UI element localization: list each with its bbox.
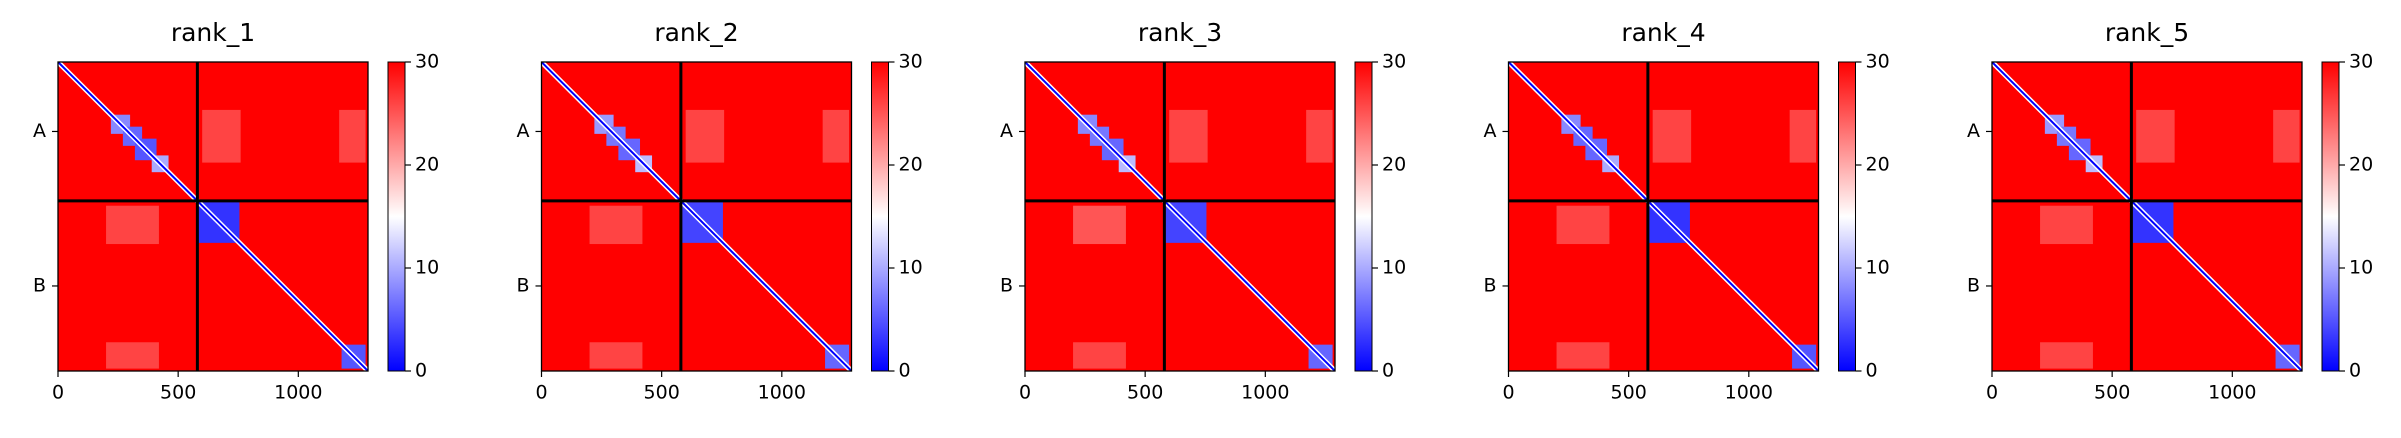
axes-frame (540, 61, 853, 372)
x-tick-label: 1000 (1725, 382, 1773, 404)
colorbar (1354, 61, 1373, 372)
heatmap-region (1073, 342, 1126, 369)
heatmap-region (106, 205, 159, 245)
colorbar-tick-label: 20 (1382, 154, 1406, 176)
colorbar-tick-label: 0 (1382, 360, 1394, 382)
y-tick-label: A (517, 120, 530, 142)
axes-frame (1991, 61, 2303, 372)
colorbar-tick-label: 20 (415, 154, 439, 176)
x-tick-label: 500 (644, 382, 680, 404)
x-tick-label: 1000 (758, 382, 806, 404)
heatmap-region (106, 342, 159, 369)
panel-title: rank_5 (2105, 18, 2189, 47)
x-tick-label: 0 (1502, 382, 1514, 404)
panel: rank_1 0 500 1000 A B 0 10 20 30 (33, 18, 439, 404)
heatmap-region (1306, 109, 1333, 163)
heatmap-region (2040, 205, 2093, 245)
y-tick-label: A (1484, 120, 1497, 142)
axes-frame (1024, 61, 1336, 372)
colorbar-tick-label: 10 (1866, 257, 1890, 279)
x-tick-label: 0 (535, 382, 547, 404)
diagonal (58, 62, 368, 371)
colorbar-tick-label: 0 (2349, 360, 2361, 382)
panel: rank_5 0 500 1000 A B 0 10 20 30 (1967, 18, 2373, 404)
panel: rank_2 0 500 1000 A B 0 10 20 30 (516, 18, 922, 404)
y-tick-label: B (1483, 274, 1496, 296)
heatmap-region (339, 109, 366, 163)
diagonal (541, 62, 852, 371)
colorbar-tick-label: 30 (1866, 51, 1890, 73)
colorbar-tick-label: 30 (415, 51, 439, 73)
heatmap (1508, 62, 1819, 371)
panel-title: rank_1 (171, 18, 255, 47)
x-tick-label: 0 (1986, 382, 1998, 404)
x-tick-label: 0 (52, 382, 64, 404)
x-tick-label: 1000 (274, 382, 322, 404)
colorbar-tick-label: 0 (899, 360, 911, 382)
colorbar (1838, 61, 1856, 372)
diagonal (1025, 62, 1335, 371)
y-tick-label: B (1967, 274, 1980, 296)
heatmap-region (1169, 109, 1208, 163)
panel: rank_3 0 500 1000 A B 0 10 20 30 (1000, 18, 1406, 404)
x-tick-label: 500 (160, 382, 196, 404)
heatmap-region (2273, 109, 2300, 163)
heatmap-region (202, 109, 241, 163)
x-tick-label: 1000 (1241, 382, 1289, 404)
y-tick-label: A (1967, 120, 1980, 142)
heatmap-region (1652, 109, 1692, 163)
axes-frame (57, 61, 369, 372)
heatmap-region (1556, 342, 1610, 369)
heatmap-region (2136, 109, 2175, 163)
heatmap-region (685, 109, 725, 163)
diagonal (1508, 62, 1819, 371)
x-tick-label: 0 (1019, 382, 1031, 404)
colorbar-tick-label: 30 (1382, 51, 1406, 73)
x-tick-label: 1000 (2208, 382, 2256, 404)
heatmap (541, 62, 852, 371)
colorbar-tick-label: 20 (899, 154, 923, 176)
colorbar-tick-label: 10 (1382, 257, 1406, 279)
y-tick-label: B (33, 274, 46, 296)
panel: rank_4 0 500 1000 A B 0 10 20 30 (1483, 18, 1889, 404)
heatmap-region (1556, 205, 1610, 245)
heatmap-region (589, 205, 643, 245)
colorbar-tick-label: 30 (899, 51, 923, 73)
colorbar-tick-label: 10 (415, 257, 439, 279)
heatmap-region (1789, 109, 1817, 163)
heatmap (1992, 62, 2302, 371)
colorbar-tick-label: 20 (2349, 154, 2373, 176)
diagonal (1992, 62, 2302, 371)
colorbar (871, 61, 889, 372)
x-tick-label: 500 (2094, 382, 2130, 404)
panel-title: rank_4 (1621, 18, 1705, 47)
y-tick-label: B (516, 274, 529, 296)
colorbar (2321, 61, 2340, 372)
colorbar (387, 61, 406, 372)
y-tick-label: A (1000, 120, 1013, 142)
x-tick-label: 500 (1127, 382, 1163, 404)
colorbar-tick-label: 30 (2349, 51, 2373, 73)
colorbar-tick-label: 10 (2349, 257, 2373, 279)
panel-title: rank_2 (654, 18, 738, 47)
heatmap-region (1073, 205, 1126, 245)
colorbar-tick-label: 10 (899, 257, 923, 279)
panel-title: rank_3 (1138, 18, 1222, 47)
heatmap (58, 62, 368, 371)
colorbar-tick-label: 0 (1866, 360, 1878, 382)
colorbar-tick-label: 0 (415, 360, 427, 382)
heatmap (1025, 62, 1335, 371)
y-tick-label: B (1000, 274, 1013, 296)
heatmap-region (822, 109, 850, 163)
heatmap-region (2040, 342, 2093, 369)
heatmap-region (589, 342, 643, 369)
y-tick-label: A (33, 120, 46, 142)
x-tick-label: 500 (1611, 382, 1647, 404)
axes-frame (1507, 61, 1820, 372)
colorbar-tick-label: 20 (1866, 154, 1890, 176)
